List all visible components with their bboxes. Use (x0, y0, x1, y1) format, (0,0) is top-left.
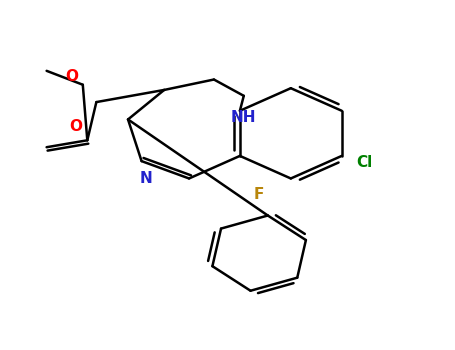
Text: N: N (140, 171, 152, 186)
Text: NH: NH (231, 110, 256, 125)
Text: Cl: Cl (356, 155, 373, 170)
Text: O: O (65, 69, 78, 84)
Text: F: F (254, 187, 264, 202)
Text: O: O (70, 119, 82, 134)
